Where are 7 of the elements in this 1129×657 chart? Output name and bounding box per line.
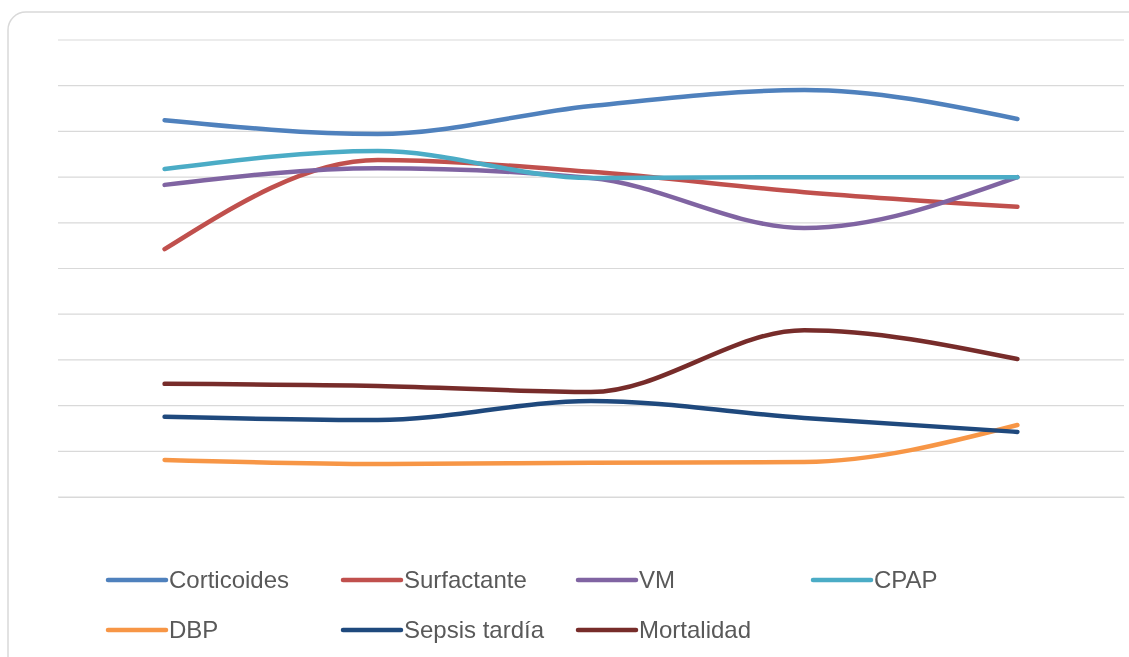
legend-label: DBP <box>169 616 219 643</box>
legend-label: Surfactante <box>404 566 527 593</box>
legend-label: Corticoides <box>169 566 290 593</box>
legend-label: Mortalidad <box>639 616 752 643</box>
legend-label: CPAP <box>874 566 938 593</box>
legend-label: Sepsis tardía <box>404 616 545 643</box>
legend-label: VM <box>639 566 675 593</box>
